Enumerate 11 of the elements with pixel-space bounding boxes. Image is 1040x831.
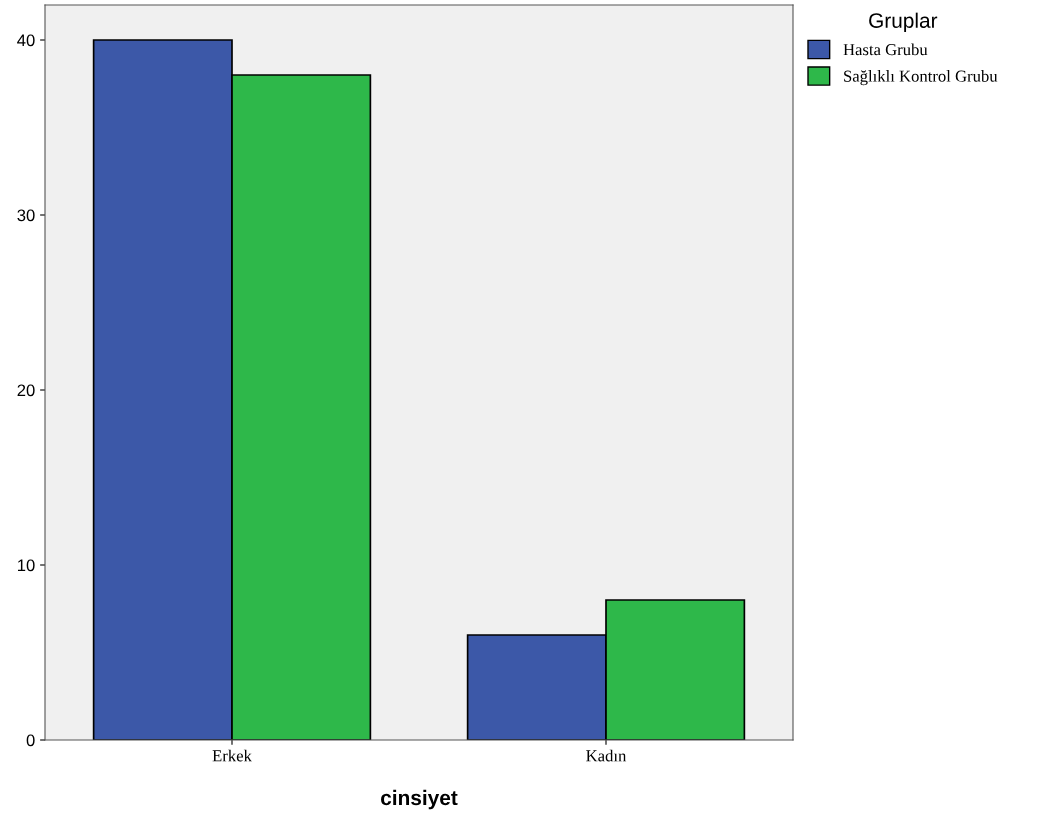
legend-title: Gruplar: [869, 12, 938, 33]
y-tick-label: 0: [26, 734, 35, 747]
legend-label: Sağlıklı Kontrol Grubu: [844, 70, 998, 86]
x-tick-label: Kadın: [586, 749, 627, 762]
y-tick-label: 10: [18, 559, 35, 572]
x-tick-label: Erkek: [212, 749, 252, 762]
y-tick-label: 20: [17, 384, 35, 397]
y-tick-label: 30: [17, 209, 35, 222]
x-axis-title: cinsiyet: [381, 789, 458, 810]
legend-label: Hasta Grubu: [843, 43, 928, 56]
y-tick-label: 40: [17, 34, 35, 47]
